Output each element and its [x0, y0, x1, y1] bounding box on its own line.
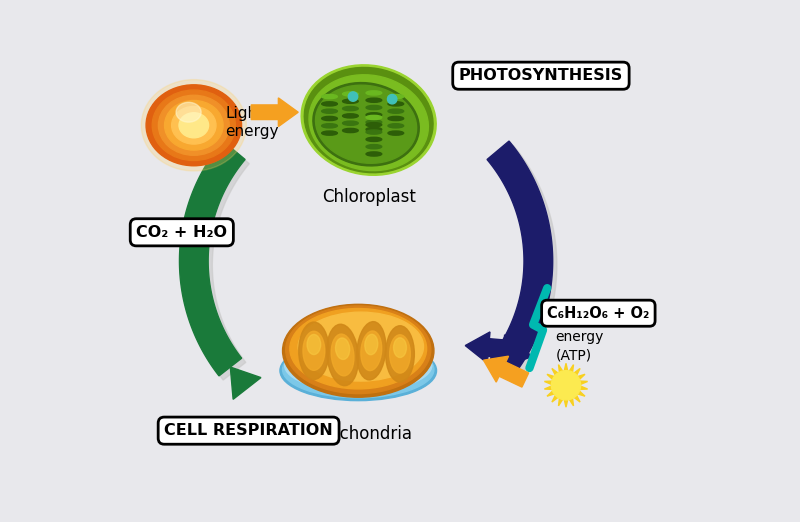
- Ellipse shape: [366, 137, 382, 141]
- Ellipse shape: [388, 109, 404, 113]
- Ellipse shape: [307, 335, 321, 354]
- Ellipse shape: [394, 338, 406, 358]
- Polygon shape: [491, 145, 557, 380]
- Ellipse shape: [366, 127, 382, 132]
- Ellipse shape: [342, 92, 358, 96]
- Ellipse shape: [388, 102, 404, 106]
- Ellipse shape: [366, 145, 382, 149]
- Ellipse shape: [286, 306, 430, 394]
- Ellipse shape: [313, 82, 419, 166]
- Circle shape: [387, 94, 397, 104]
- Text: Mitochondria: Mitochondria: [304, 425, 412, 443]
- Polygon shape: [487, 141, 553, 376]
- Ellipse shape: [366, 105, 382, 110]
- Ellipse shape: [342, 106, 358, 111]
- Text: PHOTOSYNTHESIS: PHOTOSYNTHESIS: [459, 68, 623, 83]
- Ellipse shape: [146, 85, 242, 166]
- Ellipse shape: [366, 130, 382, 134]
- Ellipse shape: [322, 109, 338, 113]
- Ellipse shape: [322, 116, 338, 121]
- Polygon shape: [502, 335, 533, 367]
- Ellipse shape: [298, 312, 423, 381]
- FancyArrow shape: [466, 332, 515, 363]
- Ellipse shape: [304, 67, 433, 173]
- Ellipse shape: [172, 106, 216, 144]
- Text: Chemical
energy
(ATP): Chemical energy (ATP): [555, 311, 620, 362]
- Text: C₆H₁₂O₆ + O₂: C₆H₁₂O₆ + O₂: [547, 306, 650, 321]
- Circle shape: [551, 371, 581, 400]
- Ellipse shape: [147, 85, 240, 166]
- Ellipse shape: [335, 338, 350, 360]
- Text: Light
energy: Light energy: [225, 106, 278, 139]
- Text: Chloroplast: Chloroplast: [322, 188, 416, 206]
- Ellipse shape: [315, 85, 417, 163]
- Ellipse shape: [280, 341, 437, 401]
- Ellipse shape: [366, 120, 382, 124]
- Ellipse shape: [366, 123, 382, 127]
- Ellipse shape: [176, 102, 201, 122]
- Ellipse shape: [366, 91, 382, 95]
- Ellipse shape: [158, 95, 230, 156]
- Ellipse shape: [331, 334, 354, 376]
- Ellipse shape: [357, 322, 386, 380]
- Ellipse shape: [165, 100, 223, 150]
- Ellipse shape: [322, 102, 338, 106]
- Ellipse shape: [366, 98, 382, 102]
- Ellipse shape: [388, 131, 404, 135]
- Ellipse shape: [298, 322, 329, 379]
- Ellipse shape: [388, 94, 404, 99]
- Ellipse shape: [342, 121, 358, 125]
- Ellipse shape: [322, 131, 338, 135]
- Ellipse shape: [361, 331, 382, 371]
- Ellipse shape: [365, 334, 378, 355]
- Ellipse shape: [390, 335, 410, 373]
- Ellipse shape: [179, 113, 209, 138]
- Ellipse shape: [366, 115, 382, 120]
- Ellipse shape: [342, 99, 358, 103]
- Ellipse shape: [309, 75, 428, 171]
- Ellipse shape: [326, 324, 358, 386]
- Polygon shape: [230, 367, 261, 399]
- Ellipse shape: [388, 124, 404, 128]
- Ellipse shape: [290, 309, 426, 389]
- Ellipse shape: [386, 326, 414, 382]
- Ellipse shape: [301, 65, 436, 175]
- Polygon shape: [545, 363, 587, 407]
- Ellipse shape: [322, 94, 338, 99]
- Text: CELL RESPIRATION: CELL RESPIRATION: [164, 423, 333, 438]
- Ellipse shape: [303, 331, 325, 370]
- Ellipse shape: [342, 128, 358, 133]
- Ellipse shape: [342, 114, 358, 118]
- Ellipse shape: [152, 90, 235, 161]
- Text: CO₂ + H₂O: CO₂ + H₂O: [136, 225, 227, 240]
- Polygon shape: [179, 141, 245, 376]
- FancyArrow shape: [483, 356, 529, 387]
- Ellipse shape: [388, 116, 404, 121]
- Ellipse shape: [322, 124, 338, 128]
- FancyArrow shape: [251, 98, 298, 127]
- Ellipse shape: [366, 113, 382, 117]
- Ellipse shape: [282, 341, 434, 398]
- Ellipse shape: [285, 339, 432, 392]
- Polygon shape: [184, 145, 250, 380]
- Ellipse shape: [366, 152, 382, 156]
- Circle shape: [348, 92, 358, 101]
- Ellipse shape: [142, 79, 246, 171]
- Ellipse shape: [282, 304, 434, 397]
